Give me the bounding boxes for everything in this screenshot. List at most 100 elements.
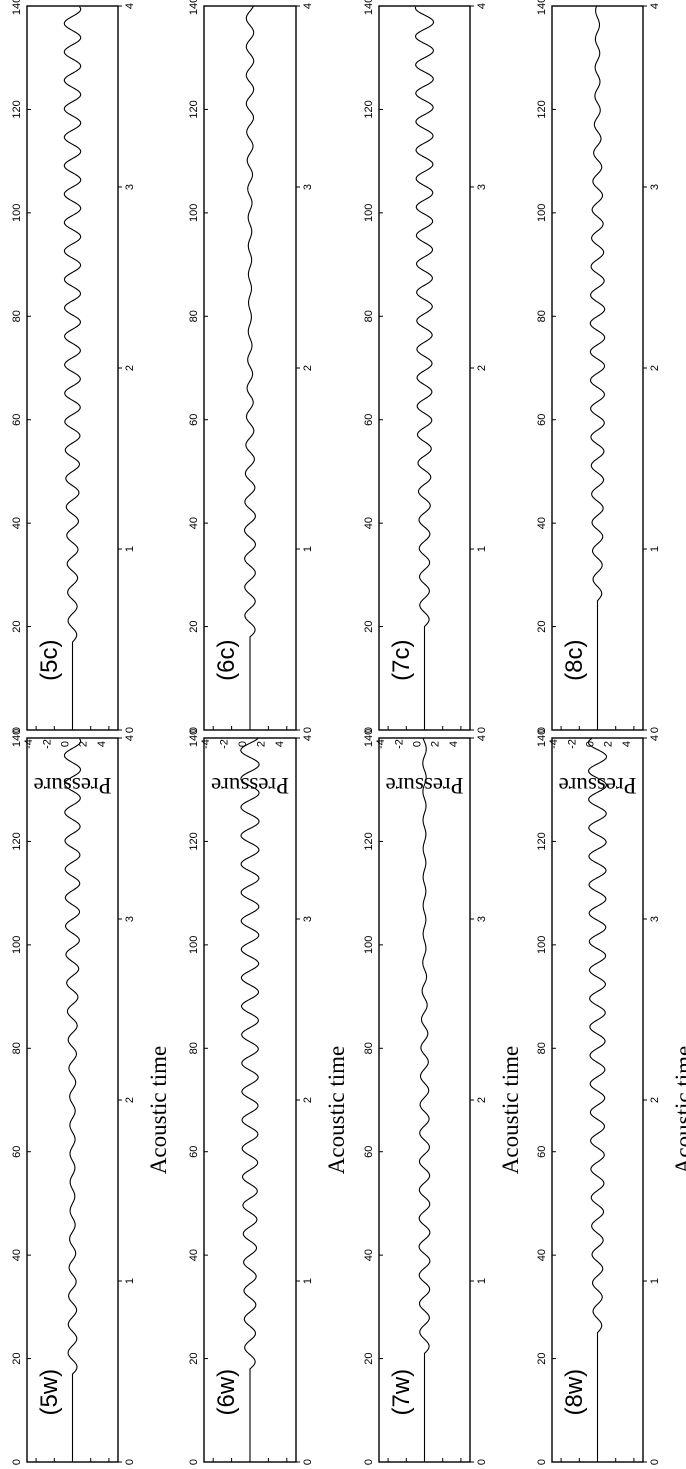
x-tick-label: 140: [536, 0, 548, 15]
x-tick-label: 140: [11, 729, 23, 747]
secondary-tick-label: 4: [124, 3, 136, 9]
secondary-tick-label: 1: [302, 1278, 314, 1284]
x-tick-label: 40: [536, 1249, 548, 1261]
x-tick-label: 80: [11, 1042, 23, 1054]
x-tick-label: 60: [536, 1146, 548, 1158]
plot-frame: [26, 5, 119, 731]
acoustic-time-label: Acoustic time: [671, 1046, 686, 1174]
secondary-tick-label: 0: [649, 1459, 661, 1465]
x-tick-label: 60: [536, 414, 548, 426]
panel-5w: 02040608010012014001234-4-2024Pressure(5…: [11, 729, 136, 1465]
x-tick-label: 0: [536, 1459, 548, 1465]
secondary-tick-label: 0: [124, 1459, 136, 1465]
x-tick-label: 60: [188, 414, 200, 426]
panel-7w: 02040608010012014001234-4-2024Pressure(7…: [363, 729, 488, 1465]
x-tick-label: 0: [363, 727, 375, 733]
y-tick-label: 4: [274, 741, 286, 747]
acoustic-time-label: Acoustic time: [324, 1046, 349, 1174]
secondary-tick-label: 3: [124, 916, 136, 922]
x-tick-label: 40: [188, 517, 200, 529]
y-tick-label: 2: [430, 741, 442, 747]
y-tick-label: -2: [41, 739, 53, 749]
x-tick-label: 100: [363, 204, 375, 222]
secondary-tick-label: 4: [649, 3, 661, 9]
secondary-tick-label: 1: [124, 546, 136, 552]
secondary-tick-label: 3: [649, 184, 661, 190]
y-axis-label: Pressure: [559, 773, 637, 798]
acoustic-time-label: Acoustic time: [498, 1046, 523, 1174]
secondary-tick-label: 3: [124, 184, 136, 190]
x-tick-label: 20: [188, 620, 200, 632]
secondary-tick-label: 2: [124, 1097, 136, 1103]
panel-6w: 02040608010012014001234-4-2024Pressure(6…: [188, 729, 314, 1465]
x-tick-label: 140: [363, 729, 375, 747]
x-tick-label: 140: [363, 0, 375, 15]
x-tick-label: 60: [188, 1146, 200, 1158]
secondary-tick-label: 4: [649, 735, 661, 741]
x-tick-label: 20: [11, 1352, 23, 1364]
secondary-tick-label: 2: [124, 365, 136, 371]
y-tick-label: -2: [393, 739, 405, 749]
secondary-tick-label: 4: [302, 3, 314, 9]
secondary-tick-label: 0: [302, 727, 314, 733]
x-tick-label: 140: [188, 729, 200, 747]
secondary-tick-label: 1: [649, 546, 661, 552]
secondary-tick-label: 0: [302, 1459, 314, 1465]
x-tick-label: 120: [11, 100, 23, 118]
secondary-tick-label: 1: [302, 546, 314, 552]
secondary-tick-label: 2: [476, 365, 488, 371]
x-tick-label: 80: [536, 1042, 548, 1054]
x-tick-label: 80: [363, 310, 375, 322]
x-tick-label: 140: [536, 729, 548, 747]
plot-frame: [203, 737, 297, 1463]
x-tick-label: 120: [536, 832, 548, 850]
secondary-tick-label: 0: [476, 1459, 488, 1465]
y-tick-label: 4: [448, 741, 460, 747]
x-tick-label: 20: [363, 620, 375, 632]
x-tick-label: 80: [363, 1042, 375, 1054]
x-tick-label: 0: [11, 727, 23, 733]
panel-8w: 02040608010012014001234-4-2024Pressure(8…: [536, 729, 661, 1465]
y-tick-label: 0: [412, 741, 424, 747]
x-tick-label: 40: [11, 1249, 23, 1261]
y-tick-label: 4: [96, 741, 108, 747]
x-tick-label: 0: [363, 1459, 375, 1465]
pressure-trace: [414, 6, 435, 730]
x-tick-label: 100: [188, 204, 200, 222]
x-tick-label: 140: [188, 0, 200, 15]
secondary-tick-label: 1: [476, 546, 488, 552]
pressure-trace: [418, 738, 431, 1462]
panel-label: (6w): [213, 1369, 240, 1416]
x-tick-label: 100: [536, 936, 548, 954]
secondary-tick-label: 2: [302, 1097, 314, 1103]
secondary-tick-label: 1: [124, 1278, 136, 1284]
x-tick-label: 0: [11, 1459, 23, 1465]
x-tick-label: 100: [11, 936, 23, 954]
x-tick-label: 20: [188, 1352, 200, 1364]
panel-label: (7c): [388, 640, 415, 681]
secondary-tick-label: 3: [476, 184, 488, 190]
y-tick-label: -4: [375, 739, 387, 749]
x-tick-label: 60: [363, 414, 375, 426]
y-tick-label: 0: [237, 741, 249, 747]
secondary-tick-label: 2: [302, 365, 314, 371]
x-tick-label: 120: [11, 832, 23, 850]
x-tick-label: 80: [188, 1042, 200, 1054]
x-tick-label: 20: [11, 620, 23, 632]
secondary-tick-label: 3: [649, 916, 661, 922]
x-tick-label: 100: [363, 936, 375, 954]
x-tick-label: 120: [363, 100, 375, 118]
secondary-tick-label: 2: [649, 1097, 661, 1103]
x-tick-label: 0: [536, 727, 548, 733]
secondary-tick-label: 3: [476, 916, 488, 922]
x-tick-label: 0: [188, 727, 200, 733]
secondary-tick-label: 4: [302, 735, 314, 741]
secondary-tick-label: 2: [649, 365, 661, 371]
x-tick-label: 20: [536, 620, 548, 632]
y-tick-label: 0: [585, 741, 597, 747]
x-tick-label: 40: [363, 517, 375, 529]
panel-label: (8c): [561, 640, 588, 681]
x-tick-label: 60: [11, 1146, 23, 1158]
